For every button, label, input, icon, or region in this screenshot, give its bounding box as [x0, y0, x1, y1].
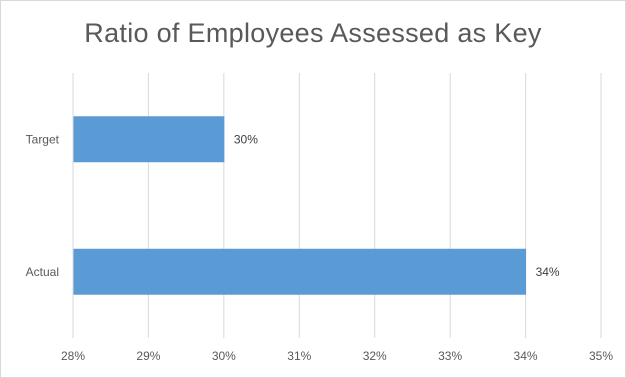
category-label: Actual — [26, 265, 59, 279]
bar-target — [73, 116, 225, 163]
bar-actual — [73, 248, 527, 295]
x-tick-label: 31% — [287, 349, 311, 363]
chart-title: Ratio of Employees Assessed as Key — [84, 18, 542, 48]
category-label: Target — [26, 132, 60, 146]
x-tick-label: 32% — [363, 349, 387, 363]
gridlines — [72, 73, 602, 338]
x-tick-label: 28% — [61, 349, 85, 363]
data-label: 30% — [234, 132, 258, 146]
x-tick-label: 29% — [136, 349, 160, 363]
labels: 28% 29% 30% 31% 32% 33% 34% 35% Target 30% Actual 3… — [26, 132, 614, 363]
x-tick-label: 35% — [589, 349, 613, 363]
data-label: 34% — [536, 265, 560, 279]
x-tick-label: 34% — [514, 349, 538, 363]
bars — [73, 116, 527, 295]
x-tick-label: 30% — [212, 349, 236, 363]
x-tick-label: 33% — [438, 349, 462, 363]
